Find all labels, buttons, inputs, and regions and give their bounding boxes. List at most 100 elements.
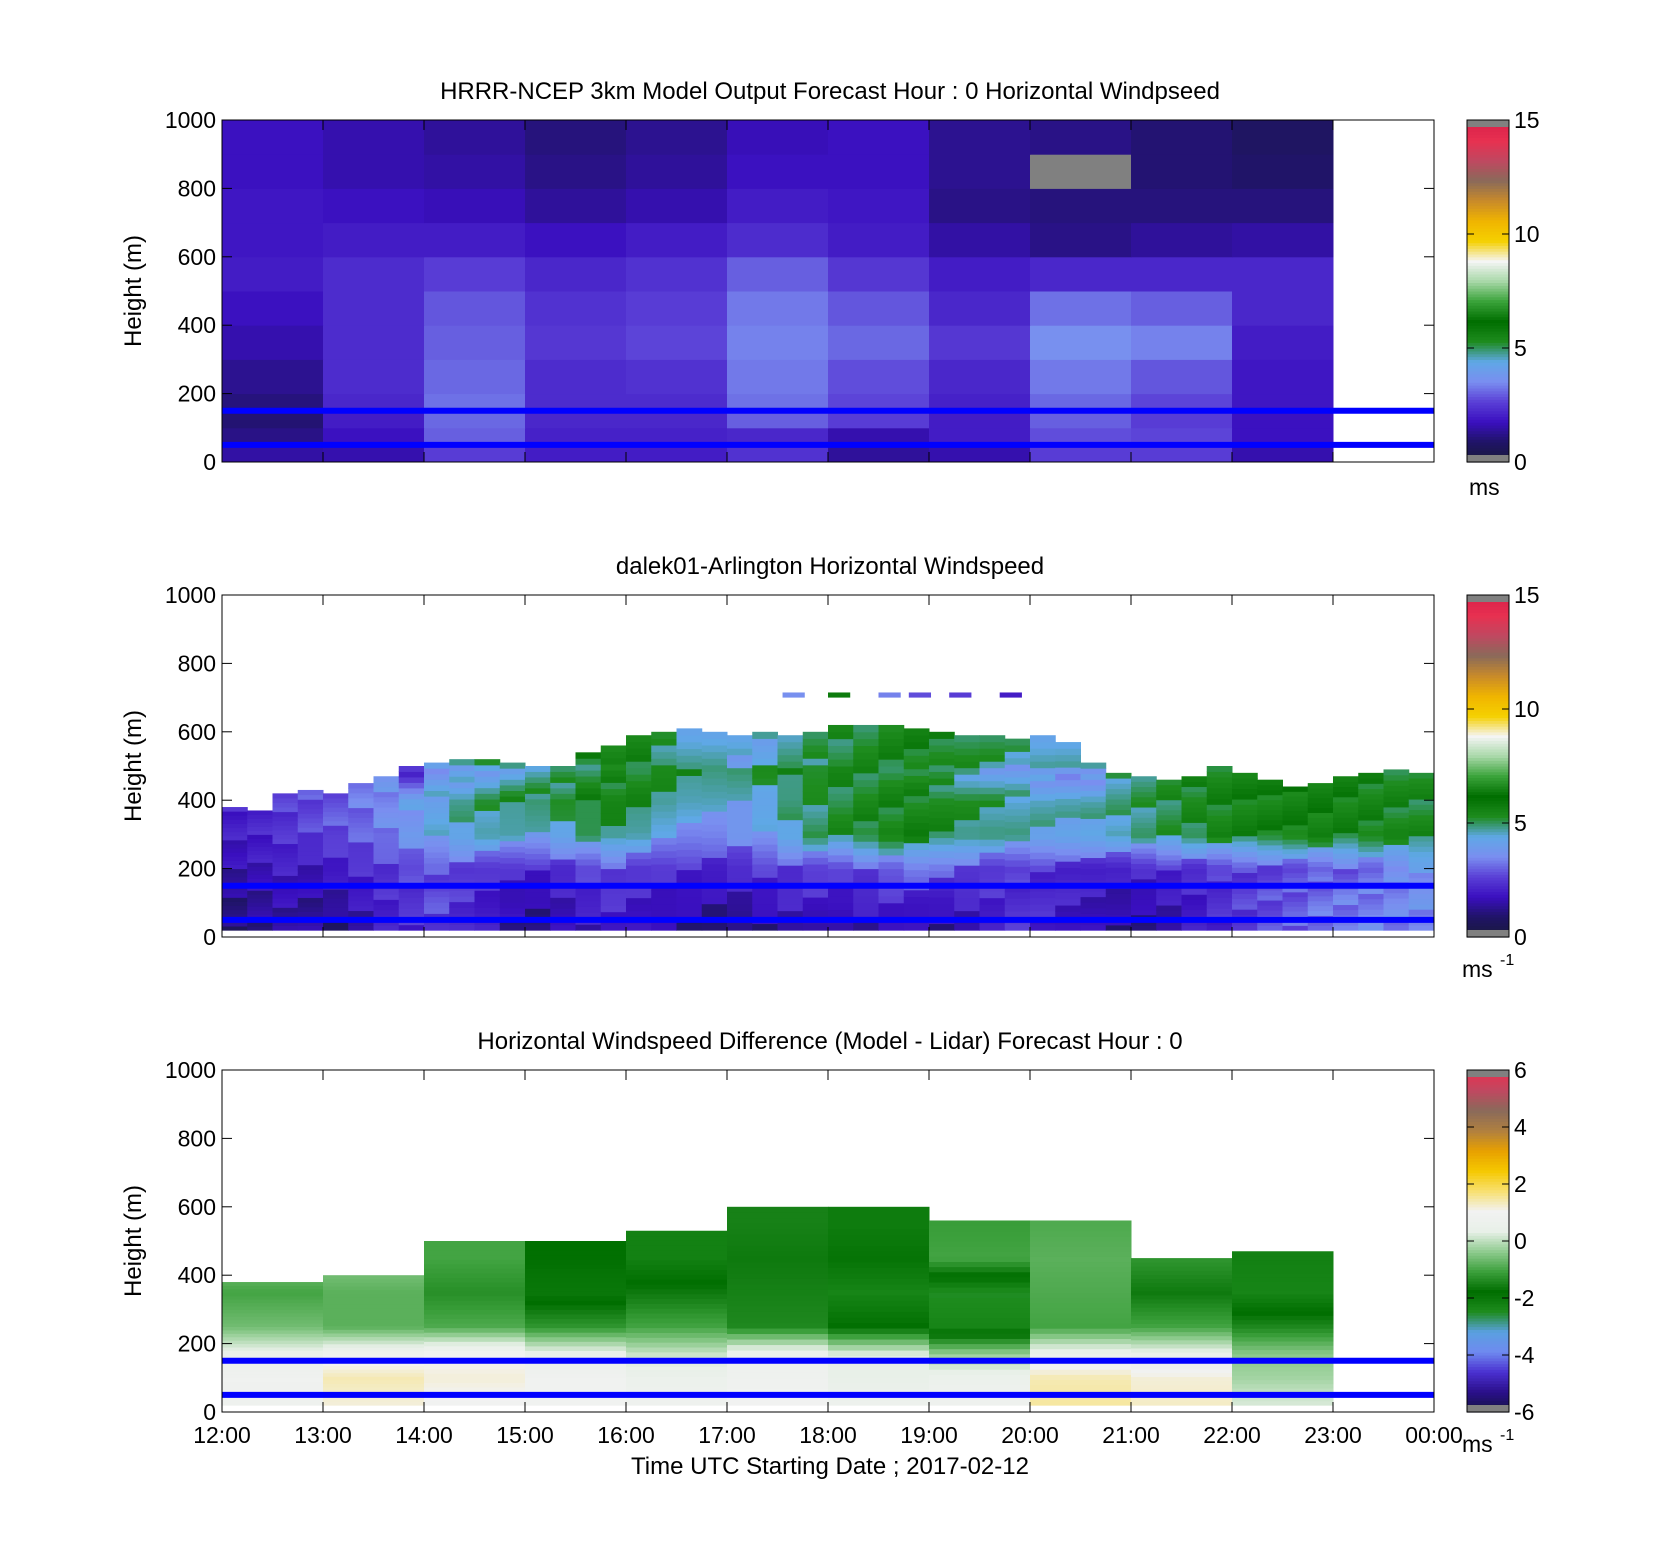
colorbar-swatch xyxy=(1467,310,1509,315)
heatmap-cell xyxy=(676,822,703,830)
heatmap-cell xyxy=(1030,748,1056,756)
heatmap-cell xyxy=(929,1364,1031,1370)
colorbar-swatch xyxy=(1467,305,1509,309)
heatmap-cell xyxy=(1358,772,1384,779)
heatmap-cell xyxy=(525,410,627,429)
heatmap-cell xyxy=(474,816,501,823)
heatmap-cell xyxy=(929,731,955,739)
heatmap-cell xyxy=(398,886,425,893)
heatmap-cell xyxy=(853,800,879,808)
heatmap-cell xyxy=(525,325,627,360)
heatmap-cell xyxy=(1257,905,1283,911)
heatmap-cell xyxy=(600,862,627,870)
colorbar-tick-label: 0 xyxy=(1514,924,1527,950)
colorbar-swatch xyxy=(1467,1218,1509,1222)
heatmap-cell xyxy=(348,827,374,833)
heatmap-cell xyxy=(575,764,602,771)
heatmap-cell xyxy=(1030,1292,1132,1298)
heatmap-cell xyxy=(297,827,324,833)
heatmap-cell xyxy=(398,787,425,794)
colorbar-swatch xyxy=(1467,1389,1509,1393)
heatmap-cell xyxy=(600,770,627,777)
heatmap-cell xyxy=(626,1400,728,1406)
heatmap-cell xyxy=(1333,827,1359,834)
heatmap-cell xyxy=(1232,1255,1334,1261)
heatmap-cell xyxy=(979,845,1006,853)
heatmap-cell xyxy=(323,861,349,867)
colorbar-swatch xyxy=(1467,256,1509,261)
heatmap-cell xyxy=(272,811,299,817)
heatmap-cell xyxy=(525,766,551,772)
heatmap-cell xyxy=(424,1386,526,1392)
colorbar-swatch xyxy=(1467,1369,1509,1373)
heatmap-cell xyxy=(373,878,400,885)
heatmap-cell xyxy=(1131,837,1157,844)
heatmap-cell xyxy=(929,1353,1031,1360)
colorbar-swatch xyxy=(1467,757,1509,761)
heatmap-cell xyxy=(222,1285,324,1290)
heatmap-cell xyxy=(651,864,677,872)
heatmap-cell xyxy=(701,784,728,792)
heatmap-cell xyxy=(222,913,248,919)
heatmap-cell xyxy=(424,868,450,875)
heatmap-cell xyxy=(701,910,728,918)
heatmap-cell xyxy=(929,784,955,792)
heatmap-cell xyxy=(908,692,932,698)
heatmap-cell xyxy=(802,745,829,753)
heatmap-cell xyxy=(398,897,425,904)
heatmap-cell xyxy=(1030,923,1056,931)
heatmap-cell xyxy=(1055,760,1081,768)
heatmap-cell xyxy=(752,758,778,766)
heatmap-cell xyxy=(1156,809,1182,816)
colorbar-swatch xyxy=(1467,894,1509,898)
heatmap-cell xyxy=(222,860,248,865)
heatmap-cell xyxy=(323,1282,425,1287)
colorbar-swatch xyxy=(1467,442,1509,446)
heatmap-cell xyxy=(1206,809,1233,816)
heatmap-cell xyxy=(1181,894,1208,900)
heatmap-cell xyxy=(550,913,576,920)
heatmap-cell xyxy=(828,895,854,904)
heatmap-cell xyxy=(626,741,652,749)
heatmap-cell xyxy=(449,850,475,857)
heatmap-cell xyxy=(600,893,627,900)
heatmap-cell xyxy=(398,809,425,816)
heatmap-cell xyxy=(1156,799,1182,806)
heatmap-cell xyxy=(1257,864,1283,871)
heatmap-cell xyxy=(247,898,273,903)
colorbar-swatch xyxy=(1467,1397,1509,1402)
colorbar-swatch xyxy=(1467,626,1509,630)
heatmap-cell xyxy=(1030,1256,1132,1263)
heatmap-cell xyxy=(777,897,804,905)
heatmap-cell xyxy=(1408,788,1435,795)
heatmap-cell xyxy=(828,813,854,822)
heatmap-cell xyxy=(348,910,374,916)
heatmap-cell xyxy=(525,1309,627,1315)
heatmap-cell xyxy=(323,807,349,813)
heatmap-cell xyxy=(828,1399,930,1406)
heatmap-cell xyxy=(1358,778,1384,784)
heatmap-cell xyxy=(1004,911,1031,918)
heatmap-cell xyxy=(853,793,879,801)
heatmap-cell xyxy=(550,886,576,893)
heatmap-cell xyxy=(979,806,1006,814)
heatmap-cell xyxy=(525,886,551,893)
colorbar-swatch xyxy=(1467,1329,1509,1333)
heatmap-cell xyxy=(1181,889,1208,895)
heatmap-cell xyxy=(525,913,551,920)
heatmap-cell xyxy=(222,1377,324,1382)
heatmap-cell xyxy=(828,188,930,224)
heatmap-cell xyxy=(1055,779,1081,787)
heatmap-cell xyxy=(903,849,930,857)
heatmap-cell xyxy=(348,841,374,848)
heatmap-cell xyxy=(1408,825,1435,832)
heatmap-cell xyxy=(752,771,778,779)
heatmap-cell xyxy=(424,796,450,803)
x-tick-label: 14:00 xyxy=(395,1422,453,1448)
heatmap-cell xyxy=(1257,789,1283,796)
colorbar-swatch xyxy=(1467,1266,1509,1271)
heatmap-cell xyxy=(777,774,804,782)
heatmap-cell xyxy=(1333,909,1359,916)
heatmap-cell xyxy=(1004,789,1031,797)
heatmap-cell xyxy=(1408,909,1435,915)
